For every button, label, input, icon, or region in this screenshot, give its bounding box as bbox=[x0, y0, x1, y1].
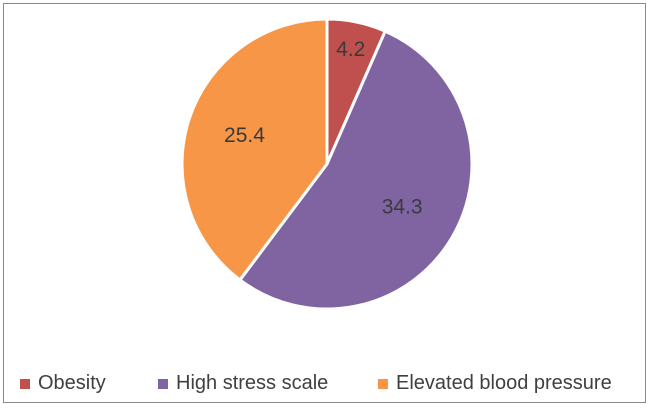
legend-swatch-obesity bbox=[20, 378, 30, 389]
data-label-elevated-blood-pressure: 25.4 bbox=[224, 124, 265, 147]
legend-label-elevated-blood-pressure: Elevated blood pressure bbox=[396, 372, 612, 394]
legend-label-obesity: Obesity bbox=[38, 372, 106, 394]
legend-item-obesity: Obesity bbox=[20, 372, 106, 395]
legend-swatch-elevated-blood-pressure bbox=[378, 378, 388, 389]
data-label-obesity: 4.2 bbox=[336, 38, 365, 61]
pie-slice-high-stress-scale bbox=[238, 29, 474, 311]
legend-item-elevated-blood-pressure: Elevated blood pressure bbox=[378, 372, 612, 395]
pie-chart: 4.2 34.3 25.4 bbox=[180, 17, 474, 311]
legend-item-high-stress-scale: High stress scale bbox=[158, 372, 328, 395]
legend-swatch-high-stress-scale bbox=[158, 378, 168, 389]
legend-label-high-stress-scale: High stress scale bbox=[176, 372, 329, 394]
data-label-high-stress-scale: 34.3 bbox=[382, 195, 423, 218]
pie-slice-elevated-blood-pressure bbox=[180, 17, 329, 282]
chart-legend: Obesity High stress scale Elevated blood… bbox=[0, 372, 651, 406]
